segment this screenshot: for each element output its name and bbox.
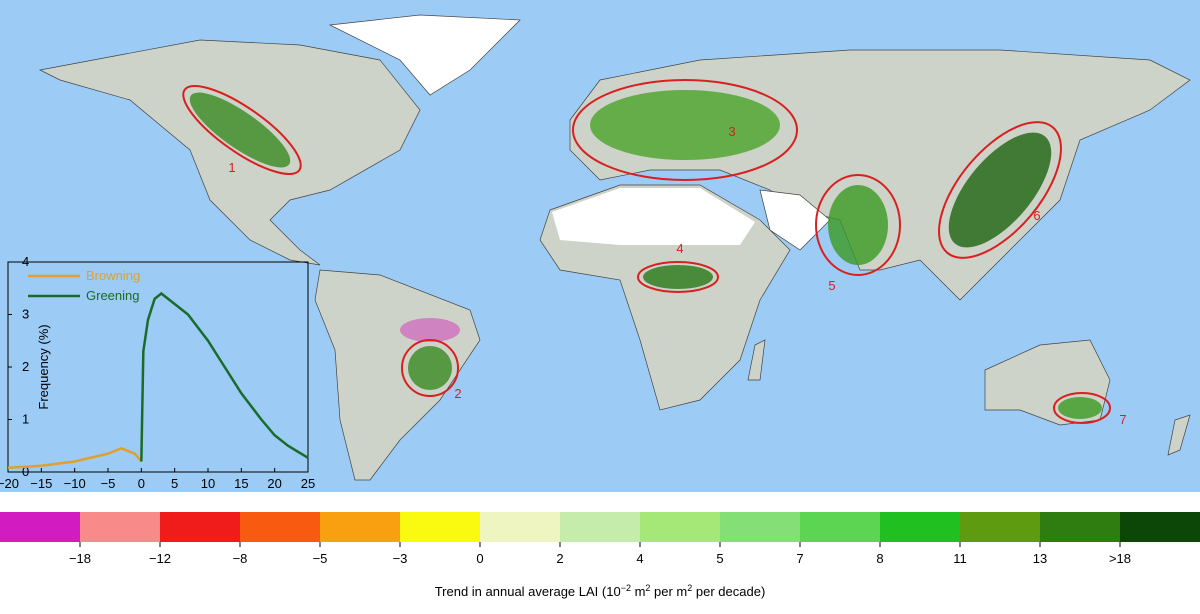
patch [948,132,1052,248]
colorbar-swatch [320,512,400,542]
legend-label: Browning [86,268,140,283]
x-tick-label: 5 [171,476,178,491]
colorbar-swatch [160,512,240,542]
region-label: 4 [676,241,683,256]
region-label: 1 [228,160,235,175]
title-text: per m [650,584,687,599]
patch [828,185,888,265]
colorbar-swatch [400,512,480,542]
x-tick-label: 25 [301,476,315,491]
colorbar: −18 −12 −8 −5 −3 0 2 4 5 7 8 11 13 >18 Trend in annual… [0,512,1200,599]
madagascar [747,339,766,381]
x-tick-label: −10 [64,476,86,491]
colorbar-swatch [800,512,880,542]
colorbar-label: −3 [393,551,408,566]
colorbar-label: 5 [716,551,723,566]
y-tick-label: 4 [22,254,29,269]
greenland [328,14,521,96]
colorbar-swatch [1040,512,1120,542]
colorbar-swatch [720,512,800,542]
region-label: 3 [728,124,735,139]
x-tick-label: 15 [234,476,248,491]
colorbar-label: 11 [953,551,967,566]
title-text: m [631,584,645,599]
region-outline [815,174,901,276]
colorbar-label: 4 [636,551,643,566]
y-tick-label: 0 [22,464,29,479]
colorbar-label: −12 [149,551,171,566]
colorbar-label: −8 [233,551,248,566]
series-line [7,447,143,470]
region-label: 6 [1033,208,1040,223]
colorbar-label: >18 [1109,551,1131,566]
sahara [552,188,755,245]
title-superscript: 2 [687,583,692,593]
colorbar-swatch [0,512,80,542]
series-line [140,291,309,462]
patch [400,318,460,342]
region-outline [938,121,1062,259]
title-superscript: −2 [621,583,631,593]
inset-chart: −20 −15 −10 −5 0 5 10 15 20 25 0 1 2 3 4 Frequency (%) B… [0,254,315,491]
region-outline [401,339,459,397]
colorbar-label: 8 [876,551,883,566]
title-superscript: 2 [645,583,650,593]
x-tick-label: −15 [30,476,52,491]
colorbar-label: 13 [1033,551,1047,566]
region-label: 2 [454,386,461,401]
colorbar-swatch [480,512,560,542]
patch [590,90,780,160]
y-axis-label: Frequency (%) [36,324,51,409]
colorbar-swatch [80,512,160,542]
new-zealand [1167,414,1191,456]
x-tick-label: −20 [0,476,19,491]
x-tick-label: 0 [138,476,145,491]
x-tick-label: 20 [267,476,281,491]
regions: 1 2 3 4 5 6 7 [182,79,1127,427]
colorbar-swatch [640,512,720,542]
x-tick-label: 10 [201,476,215,491]
y-tick-label: 3 [22,307,29,322]
patch [189,92,291,168]
colorbar-swatch [560,512,640,542]
patch [643,265,713,289]
north-america [38,39,421,266]
colorbar-label: −18 [69,551,91,566]
region-outline [1053,392,1111,424]
greening-patches [189,90,1102,419]
arabia [759,189,831,251]
legend-label: Greening [86,288,139,303]
region-label: 7 [1119,412,1126,427]
region-outline [182,84,302,176]
colorbar-label: 7 [796,551,803,566]
colorbar-title: Trend in annual average LAI (10−2 m2 per… [435,583,766,599]
patch [408,346,452,390]
patch [1058,397,1102,419]
title-text: per decade) [692,584,765,599]
region-outline [637,261,719,293]
x-tick-label: −5 [101,476,116,491]
colorbar-label: −5 [313,551,328,566]
colorbar-label: 0 [476,551,483,566]
colorbar-label: 2 [556,551,563,566]
region-label: 5 [828,278,835,293]
colorbar-swatch [240,512,320,542]
colorbar-swatch [960,512,1040,542]
title-text: Trend in annual average LAI (10 [435,584,621,599]
separator [0,492,1200,512]
colorbar-swatch [880,512,960,542]
y-tick-label: 2 [22,359,29,374]
region-outline [572,79,798,181]
colorbar-swatch [1120,512,1200,542]
y-tick-label: 1 [22,412,29,427]
